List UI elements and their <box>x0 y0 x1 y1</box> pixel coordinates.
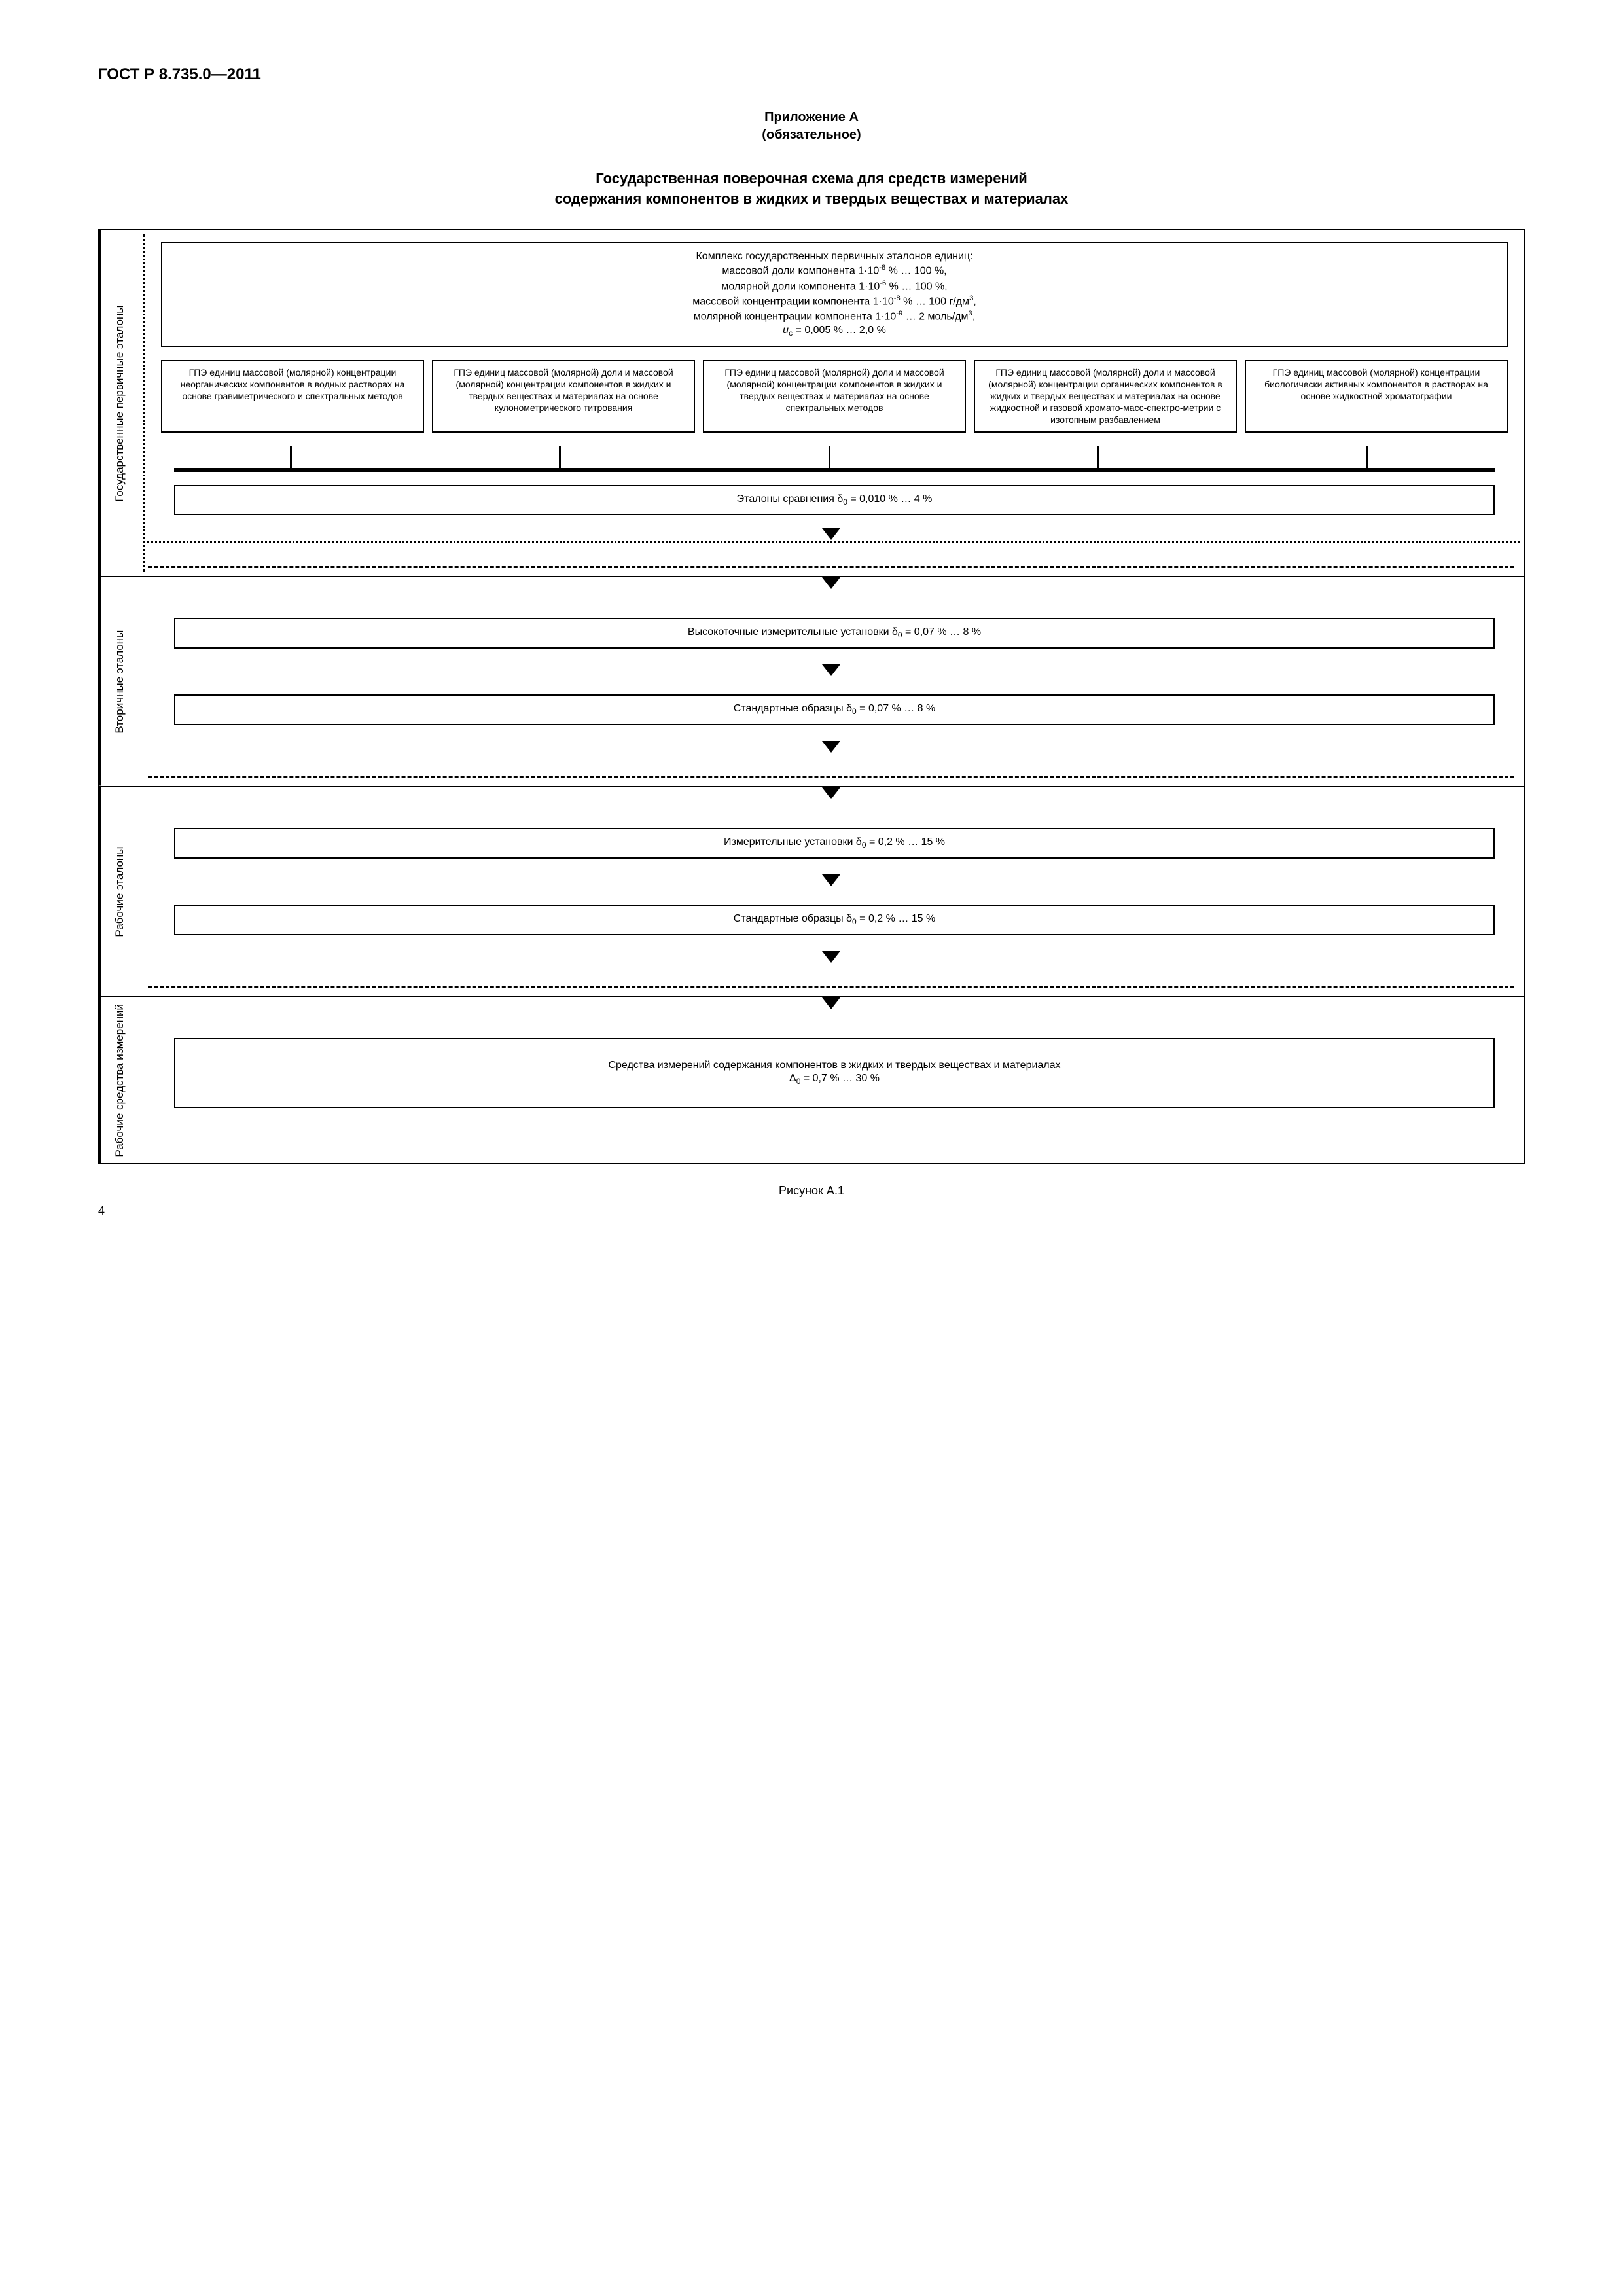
tier-body-working: Измерительные установки δ0 = 0,2 % … 15 … <box>139 787 1524 996</box>
node-precision-installations: Высокоточные измерительные установки δ0 … <box>174 618 1495 649</box>
gpe-box-5: ГПЭ единиц массовой (молярной) концентра… <box>1245 360 1508 433</box>
tier-label-working: Рабочие эталоны <box>99 787 139 996</box>
node-measuring-installations: Измерительные установки δ0 = 0,2 % … 15 … <box>174 828 1495 859</box>
tier-primary-standards: Государственные первичные эталоны Компле… <box>99 230 1524 577</box>
node-primary-complex: Комплекс государственных первичных этало… <box>161 242 1508 347</box>
tier-body-secondary: Высокоточные измерительные установки δ0 … <box>139 577 1524 786</box>
arrow-inst-to-standards <box>148 662 1514 681</box>
connector-gpe-to-bar <box>148 446 1514 472</box>
figure-caption: Рисунок А.1 <box>98 1184 1525 1198</box>
diagram-title-line-2: содержания компонентов в жидких и тверды… <box>555 190 1069 207</box>
dotted-border-bottom <box>143 541 1520 543</box>
complex-line-2: массовой доли компонента 1·10-8 % … 100 … <box>171 263 1497 278</box>
dashed-separator-1 <box>148 566 1514 568</box>
node-comparison-standards: Эталоны сравнения δ0 = 0,010 % … 4 % <box>174 485 1495 516</box>
complex-line-5: молярной концентрации компонента 1·10-9 … <box>171 309 1497 324</box>
complex-line-4: массовой концентрации компонента 1·10-8 … <box>171 294 1497 309</box>
arrow-primary-to-secondary <box>148 528 1514 548</box>
instruments-line-1: Средства измерений содержания компоненто… <box>188 1059 1480 1073</box>
tier-label-secondary: Вторичные эталоны <box>99 577 139 786</box>
dashed-separator-3 <box>148 986 1514 988</box>
node-standard-samples-secondary: Стандартные образцы δ0 = 0,07 % … 8 % <box>174 694 1495 725</box>
diagram-title-line-1: Государственная поверочная схема для сре… <box>596 170 1027 187</box>
page-number: 4 <box>98 1204 1525 1218</box>
appendix-note: (обязательное) <box>98 128 1525 143</box>
node-measurement-instruments: Средства измерений содержания компоненто… <box>174 1038 1495 1109</box>
dashed-separator-2 <box>148 776 1514 778</box>
complex-line-6: uc = 0,005 % … 2,0 % <box>171 324 1497 339</box>
gpe-row: ГПЭ единиц массовой (молярной) концентра… <box>161 360 1508 433</box>
diagram-title: Государственная поверочная схема для сре… <box>98 169 1525 209</box>
tier-secondary-standards: Вторичные эталоны Высокоточные измерител… <box>99 576 1524 786</box>
dotted-border-left <box>143 234 145 573</box>
appendix-label: Приложение А <box>98 110 1525 125</box>
tier-body-primary: Комплекс государственных первичных этало… <box>139 230 1524 577</box>
complex-line-1: Комплекс государственных первичных этало… <box>171 250 1497 264</box>
tier-label-instruments: Рабочие средства измерений <box>99 997 139 1164</box>
gpe-box-2: ГПЭ единиц массовой (молярной) доли и ма… <box>432 360 695 433</box>
gpe-box-4: ГПЭ единиц массовой (молярной) доли и ма… <box>974 360 1237 433</box>
tier-working-standards: Рабочие эталоны Измерительные установки … <box>99 786 1524 996</box>
diagram-container: Государственные первичные эталоны Компле… <box>98 229 1525 1164</box>
complex-line-3: молярной доли компонента 1·10-6 % … 100 … <box>171 279 1497 294</box>
gpe-box-3: ГПЭ единиц массовой (молярной) доли и ма… <box>703 360 966 433</box>
gpe-box-1: ГПЭ единиц массовой (молярной) концентра… <box>161 360 424 433</box>
arrow-working-inst-to-samples <box>148 872 1514 891</box>
node-standard-samples-working: Стандартные образцы δ0 = 0,2 % … 15 % <box>174 905 1495 935</box>
collector-bar <box>174 468 1495 472</box>
tier-working-instruments: Рабочие средства измерений Средства изме… <box>99 996 1524 1164</box>
doc-standard-code: ГОСТ Р 8.735.0—2011 <box>98 65 1525 84</box>
tier-label-primary: Государственные первичные эталоны <box>99 230 139 577</box>
tier-body-instruments: Средства измерений содержания компоненто… <box>139 997 1524 1164</box>
instruments-line-2: Δ0 = 0,7 % … 30 % <box>188 1072 1480 1087</box>
